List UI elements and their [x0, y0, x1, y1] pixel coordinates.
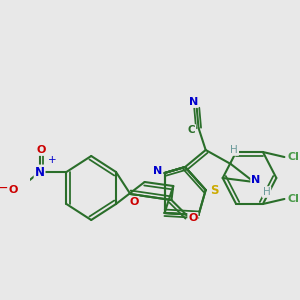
Text: H: H: [230, 145, 238, 155]
Text: −: −: [0, 181, 8, 195]
Text: Cl: Cl: [287, 152, 299, 162]
Text: O: O: [188, 213, 198, 223]
Text: N: N: [153, 166, 162, 176]
Text: N: N: [251, 175, 260, 185]
Text: C: C: [188, 125, 195, 135]
Text: O: O: [37, 145, 46, 155]
Text: O: O: [129, 197, 139, 207]
Text: O: O: [8, 185, 17, 195]
Text: N: N: [188, 97, 198, 107]
Text: N: N: [34, 166, 45, 178]
Text: H: H: [262, 187, 270, 197]
Text: Cl: Cl: [287, 194, 299, 204]
Text: S: S: [210, 184, 219, 196]
Text: +: +: [48, 155, 56, 165]
